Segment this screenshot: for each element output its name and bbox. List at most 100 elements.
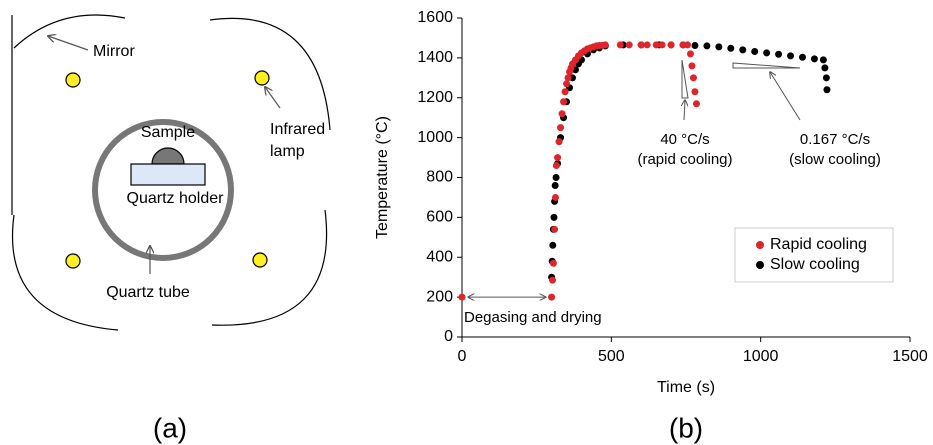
y-axis-label: Temperature (°C) [374,116,391,239]
lamp [252,252,268,268]
x-tick-label: 500 [598,348,625,365]
point [558,110,566,118]
point [560,98,568,106]
legend-label: Slow cooling [770,256,860,273]
point [625,41,633,49]
mirror [13,14,126,49]
x-tick-label: 0 [458,348,467,365]
point [751,47,759,55]
lamp [254,70,270,86]
y-tick-label: 200 [426,288,453,305]
point [564,74,572,82]
point [548,293,556,301]
x-tick-label: 1000 [743,348,779,365]
point [551,225,559,233]
y-tick-label: 600 [426,209,453,226]
point [616,41,624,49]
point [691,88,699,96]
arrow [48,36,89,51]
point [689,74,697,82]
point [557,124,565,132]
arrow [265,87,281,109]
point [652,41,660,49]
point [821,64,829,72]
point [775,50,783,58]
point [810,55,818,63]
point [686,50,694,58]
y-tick-label: 400 [426,248,453,265]
point [554,154,562,162]
legend-label: Rapid cooling [770,236,867,253]
point [643,41,651,49]
point [549,259,557,267]
point [658,41,666,49]
point [551,193,559,201]
point [692,100,700,108]
annotation: Degasing and drying [464,309,602,326]
point [688,62,696,70]
point [548,276,556,284]
point [637,41,645,49]
legend-marker [756,241,764,249]
mirror [209,17,331,131]
point [823,86,831,94]
point [739,46,747,54]
point [715,43,723,51]
arrow [770,72,801,121]
arrow [684,100,685,121]
x-tick-label: 1500 [892,348,928,365]
label: Sample [141,124,195,141]
annotation: (rapid cooling) [637,151,732,168]
point [703,42,711,50]
point [552,174,560,181]
point [552,162,560,170]
point [550,213,558,221]
label: Quartz tube [106,284,190,301]
diagram [11,14,331,331]
panel-label: (a) [153,412,187,443]
label: Mirror [93,43,135,60]
sample [151,147,185,165]
point [555,138,563,146]
quartz-holder [130,163,206,186]
label: Infrared [270,121,325,138]
y-tick-label: 800 [426,169,453,186]
legend-marker [756,261,764,269]
y-tick-label: 1600 [417,9,453,26]
point [727,44,735,52]
point [549,241,557,249]
point [787,52,795,60]
y-tick-label: 0 [444,328,453,345]
mirror [211,209,328,326]
quartz-tube [92,119,234,261]
label: lamp [270,143,305,160]
point [691,42,699,50]
slope-triangle [732,62,801,69]
annotation: 40 °C/s [660,131,709,148]
lamp [65,253,81,269]
point [763,49,771,57]
point [683,41,691,49]
slope-triangle [681,59,689,99]
y-tick-label: 1200 [417,89,453,106]
point [822,74,830,82]
point [798,53,806,61]
panel-label: (b) [669,412,703,443]
legend-box [734,227,894,283]
annotation-shapes [681,59,801,121]
y-tick-label: 1000 [417,129,453,146]
point [819,56,827,64]
lamp [65,72,81,88]
annotation: 0.167 °C/s [800,131,870,148]
point [667,41,675,49]
mirror [12,214,119,331]
point [601,41,609,49]
label: Quartz holder [127,190,225,207]
point [458,293,466,301]
y-tick-label: 1400 [417,49,453,66]
x-axis-label: Time (s) [657,379,715,396]
point [561,88,569,96]
point [551,181,559,189]
annotation: (slow cooling) [789,151,881,168]
